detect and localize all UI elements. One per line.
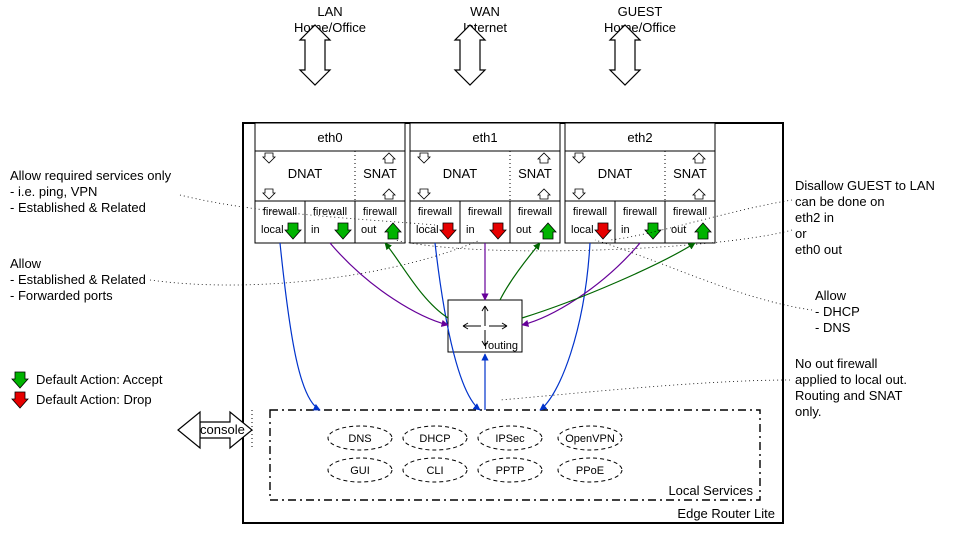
note-2-l3: - Forwarded ports (10, 288, 113, 303)
note-2-l1: Allow (10, 256, 42, 271)
note-3-l2: can be done on (795, 194, 885, 209)
service-label: DNS (348, 433, 371, 445)
iface-name: eth1 (472, 130, 497, 145)
fw-label: firewall (573, 206, 607, 218)
service-label: OpenVPN (565, 433, 615, 445)
routing-label: routing (484, 340, 518, 352)
top-labels: LAN Home/Office WAN Internet GUEST Home/… (294, 4, 676, 35)
note-5-l2: applied to local out. (795, 372, 907, 387)
service-label: GUI (350, 465, 370, 477)
lan-label-2: Home/Office (294, 20, 366, 35)
note-1-l3: - Established & Related (10, 200, 146, 215)
guest-label-2: Home/Office (604, 20, 676, 35)
legend: Default Action: Accept Default Action: D… (12, 372, 163, 408)
legend-drop: Default Action: Drop (36, 392, 152, 407)
dnat-label: DNAT (598, 166, 632, 181)
fw-label: firewall (263, 206, 297, 218)
fw-label: firewall (518, 206, 552, 218)
note-5-l4: only. (795, 404, 822, 419)
fw-dir: in (466, 224, 475, 236)
note-1-l2: - i.e. ping, VPN (10, 184, 97, 199)
wan-label-1: WAN (470, 4, 500, 19)
dnat-label: DNAT (443, 166, 477, 181)
interface-eth0: eth0 DNAT SNAT firewall local firewall in firew… (255, 123, 405, 243)
note-3-l3: eth2 in (795, 210, 834, 225)
fw-label: firewall (313, 206, 347, 218)
fw-label: firewall (623, 206, 657, 218)
legend-accept: Default Action: Accept (36, 372, 163, 387)
note-4-l2: - DHCP (815, 304, 860, 319)
dnat-label: DNAT (288, 166, 322, 181)
note-3-l4: or (795, 226, 807, 241)
note-5-l1: No out firewall (795, 356, 877, 371)
snat-label: SNAT (518, 166, 552, 181)
service-label: DHCP (419, 433, 450, 445)
guest-label-1: GUEST (618, 4, 663, 19)
service-label: PPoE (576, 465, 604, 477)
fw-dir: in (621, 224, 630, 236)
note-4-l1: Allow (815, 288, 847, 303)
note-3-l5: eth0 out (795, 242, 842, 257)
service-label: CLI (426, 465, 443, 477)
iface-name: eth2 (627, 130, 652, 145)
interface-eth1: eth1 DNAT SNAT firewall local firewall in firew… (410, 123, 560, 243)
note-3-l1: Disallow GUEST to LAN (795, 178, 935, 193)
note-1-l1: Allow required services only (10, 168, 172, 183)
note-2-l2: - Established & Related (10, 272, 146, 287)
lan-label-1: LAN (317, 4, 342, 19)
fw-label: firewall (673, 206, 707, 218)
local-services-title: Local Services (668, 483, 753, 498)
fw-dir: in (311, 224, 320, 236)
fw-dir: out (516, 224, 531, 236)
fw-label: firewall (468, 206, 502, 218)
router-label: Edge Router Lite (677, 506, 775, 521)
snat-label: SNAT (673, 166, 707, 181)
fw-label: firewall (363, 206, 397, 218)
snat-label: SNAT (363, 166, 397, 181)
fw-label: firewall (418, 206, 452, 218)
fw-dir: out (361, 224, 376, 236)
local-services: DNS DHCP IPSec OpenVPN GUI CLI PPTP PPoE (328, 426, 622, 482)
fw-dir: local (571, 224, 594, 236)
fw-dir: local (261, 224, 284, 236)
fw-dir: local (416, 224, 439, 236)
service-label: PPTP (496, 465, 525, 477)
note-5-l3: Routing and SNAT (795, 388, 902, 403)
console-label: console (200, 422, 245, 437)
routing-box: routing (448, 300, 522, 352)
service-label: IPSec (495, 433, 525, 445)
interface-eth2: eth2 DNAT SNAT firewall local firewall in firew… (565, 123, 715, 243)
iface-name: eth0 (317, 130, 342, 145)
note-4-l3: - DNS (815, 320, 851, 335)
